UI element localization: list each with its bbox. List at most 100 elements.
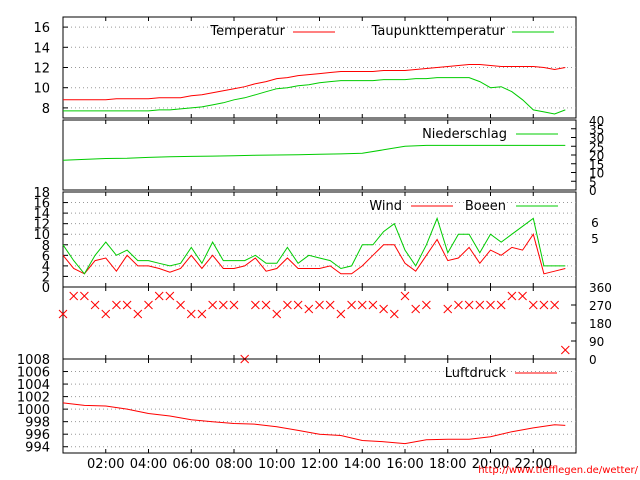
- direction-point: [101, 309, 111, 319]
- direction-point: [400, 291, 410, 301]
- y-tick-label: 360: [589, 281, 612, 295]
- y-tick-label: 2: [42, 270, 50, 285]
- series-line-boeen: [62, 216, 566, 275]
- y-tick-label: 90: [589, 335, 604, 349]
- direction-point: [486, 300, 495, 310]
- direction-point: [454, 300, 463, 310]
- y-tick-label: 10: [589, 167, 604, 181]
- direction-point: [80, 291, 89, 301]
- direction-point: [422, 300, 431, 310]
- panel-frame: [62, 286, 577, 360]
- x-tick-label: 18:00: [429, 457, 466, 472]
- y-tick-label: 8: [42, 102, 50, 117]
- direction-point: [389, 309, 399, 319]
- y-tick-label: 18: [33, 186, 50, 201]
- series-line-temperatur: [63, 64, 566, 101]
- direction-point: [122, 300, 132, 310]
- direction-point: [112, 300, 121, 310]
- y-tick-label: 16: [33, 197, 50, 212]
- y-tick-label: 1000: [17, 403, 50, 418]
- x-tick-label: 14:00: [344, 457, 381, 472]
- y-tick-label: 10: [33, 228, 50, 243]
- y-tick-label: 14: [33, 207, 50, 222]
- y-tick-label: 0: [42, 281, 50, 296]
- direction-point: [539, 300, 549, 310]
- direction-point: [283, 300, 292, 310]
- direction-point: [272, 309, 282, 319]
- direction-point: [208, 300, 217, 310]
- x-tick-label: 20:00: [472, 457, 509, 472]
- right-label-boeen-6: 6: [591, 216, 599, 230]
- y-tick-label: 25: [589, 140, 604, 154]
- legend-label-temperatur: Temperatur: [209, 24, 285, 39]
- direction-point: [69, 291, 79, 301]
- direction-point: [464, 300, 474, 310]
- y-tick-label: 12: [33, 218, 50, 233]
- source-url[interactable]: http://www.tiefflegen.de/wetter/: [478, 465, 638, 476]
- legend-label-niederschlag: Niederschlag: [422, 127, 507, 142]
- y-tick-label: 5: [589, 175, 597, 189]
- y-tick-label: 996: [25, 428, 50, 443]
- direction-point: [133, 309, 143, 319]
- direction-point: [560, 345, 570, 355]
- direction-point: [293, 300, 303, 310]
- direction-point: [315, 300, 324, 310]
- y-tick-label: 16: [33, 21, 50, 36]
- y-tick-label: 1002: [17, 391, 50, 406]
- direction-point: [176, 300, 185, 310]
- y-tick-label: 20: [589, 149, 604, 163]
- direction-point: [261, 300, 271, 310]
- direction-point: [528, 300, 538, 310]
- series-line-taupunkttemperatur: [63, 77, 566, 115]
- direction-point: [186, 309, 196, 319]
- direction-point: [165, 291, 175, 301]
- x-tick-label: 22:00: [515, 457, 552, 472]
- direction-point: [368, 300, 378, 310]
- y-tick-label: 15: [589, 158, 604, 172]
- series-line-wind: [62, 233, 566, 275]
- x-tick-label: 04:00: [130, 457, 167, 472]
- y-tick-label: 1008: [17, 353, 50, 368]
- direction-point: [443, 304, 453, 314]
- legend-label-luftdruck: Luftdruck: [445, 366, 507, 381]
- y-tick-label: 6: [42, 249, 50, 264]
- direction-point: [507, 291, 517, 301]
- y-tick-label: 35: [589, 123, 604, 137]
- series-line-niederschlag: [62, 144, 566, 161]
- panel-wind: [62, 191, 577, 288]
- direction-point: [347, 300, 356, 310]
- y-tick-label: 4: [42, 260, 50, 275]
- direction-point: [496, 300, 506, 310]
- direction-point: [154, 291, 164, 301]
- x-tick-label: 12:00: [301, 457, 338, 472]
- panel-wind-direction: [58, 286, 577, 364]
- y-tick-label: 40: [589, 114, 604, 128]
- panel-precipitation: [62, 119, 577, 191]
- direction-point: [325, 300, 335, 310]
- legend-label-boeen: Boeen: [465, 199, 506, 214]
- right-label-boeen-5: 5: [591, 232, 599, 246]
- y-tick-label: 1004: [17, 378, 50, 393]
- panel-pressure: [62, 358, 577, 454]
- direction-point: [357, 300, 367, 310]
- y-tick-label: 14: [33, 41, 50, 56]
- series-line-luftdruck: [62, 402, 566, 445]
- y-tick-label: 0: [589, 184, 597, 198]
- direction-point: [475, 300, 485, 310]
- legend-label-taupunkttemperatur: Taupunkttemperatur: [371, 24, 506, 39]
- direction-point: [90, 300, 100, 310]
- direction-point: [411, 304, 421, 314]
- direction-point: [251, 300, 260, 310]
- direction-point: [218, 300, 228, 310]
- direction-point: [229, 300, 239, 310]
- x-tick-label: 16:00: [386, 457, 423, 472]
- direction-point: [336, 309, 346, 319]
- y-tick-label: 8: [42, 239, 50, 254]
- y-tick-label: 1006: [17, 366, 50, 381]
- y-tick-label: 12: [33, 62, 50, 77]
- direction-point: [58, 309, 68, 319]
- direction-point: [550, 300, 559, 310]
- y-tick-label: 994: [25, 441, 50, 456]
- legend-label-wind: Wind: [369, 199, 402, 214]
